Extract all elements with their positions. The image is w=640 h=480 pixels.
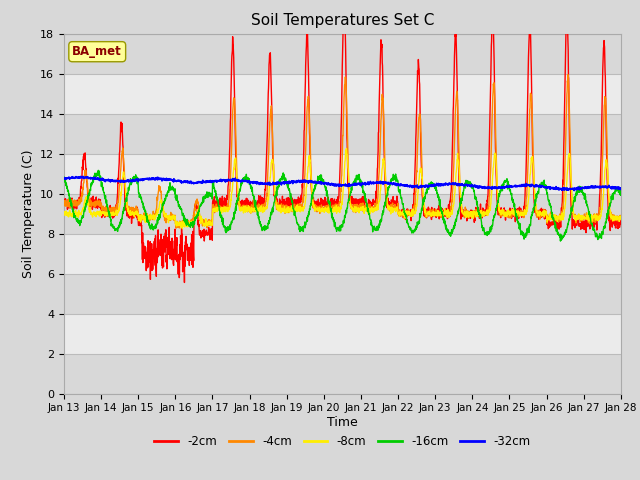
-32cm — [77, 174, 84, 180]
Bar — [64, 234, 621, 274]
-4cm — [216, 206, 223, 212]
-4cm — [60, 203, 68, 209]
-16cm — [95, 168, 102, 173]
Title: Soil Temperatures Set C: Soil Temperatures Set C — [251, 13, 434, 28]
-16cm — [359, 182, 367, 188]
-16cm — [371, 225, 379, 230]
-8cm — [568, 195, 576, 201]
-32cm — [60, 176, 68, 182]
-2cm — [584, 218, 591, 224]
-16cm — [504, 182, 512, 188]
Bar — [64, 354, 621, 394]
-4cm — [371, 201, 379, 206]
-32cm — [568, 186, 575, 192]
-16cm — [60, 174, 68, 180]
-4cm — [359, 203, 367, 208]
-16cm — [216, 208, 223, 214]
-4cm — [584, 214, 591, 220]
-8cm — [60, 211, 68, 216]
-16cm — [617, 192, 625, 198]
-32cm — [570, 188, 578, 193]
-32cm — [371, 180, 379, 185]
Line: -4cm: -4cm — [64, 75, 621, 228]
-4cm — [564, 72, 572, 78]
Bar — [64, 193, 621, 234]
-2cm — [505, 214, 513, 219]
-2cm — [568, 214, 576, 220]
-4cm — [172, 225, 180, 231]
-8cm — [584, 210, 591, 216]
-2cm — [60, 199, 68, 205]
-2cm — [359, 202, 367, 207]
Bar — [64, 274, 621, 313]
-32cm — [504, 184, 512, 190]
-32cm — [359, 181, 367, 187]
-4cm — [617, 216, 625, 221]
-16cm — [568, 208, 576, 214]
-2cm — [617, 219, 625, 225]
-16cm — [584, 204, 591, 210]
-2cm — [216, 197, 223, 203]
-16cm — [557, 238, 564, 244]
-8cm — [342, 146, 350, 152]
Bar — [64, 313, 621, 354]
-32cm — [584, 184, 591, 190]
Line: -2cm: -2cm — [64, 1, 621, 282]
Legend: -2cm, -4cm, -8cm, -16cm, -32cm: -2cm, -4cm, -8cm, -16cm, -32cm — [150, 430, 535, 453]
-8cm — [505, 211, 513, 216]
Line: -32cm: -32cm — [64, 177, 621, 191]
-2cm — [180, 279, 188, 285]
-8cm — [617, 214, 625, 220]
Line: -8cm: -8cm — [64, 149, 621, 228]
-8cm — [179, 226, 186, 231]
Y-axis label: Soil Temperature (C): Soil Temperature (C) — [22, 149, 35, 278]
-8cm — [359, 205, 367, 211]
Bar — [64, 34, 621, 73]
-32cm — [617, 187, 625, 192]
Line: -16cm: -16cm — [64, 170, 621, 241]
Bar — [64, 114, 621, 154]
-32cm — [216, 178, 223, 184]
X-axis label: Time: Time — [327, 416, 358, 429]
-8cm — [371, 205, 379, 211]
Text: BA_met: BA_met — [72, 45, 122, 58]
Bar — [64, 154, 621, 193]
-2cm — [340, 0, 348, 4]
-4cm — [504, 213, 512, 218]
-8cm — [216, 204, 223, 210]
Bar — [64, 73, 621, 114]
-2cm — [371, 200, 379, 206]
-4cm — [568, 201, 576, 207]
